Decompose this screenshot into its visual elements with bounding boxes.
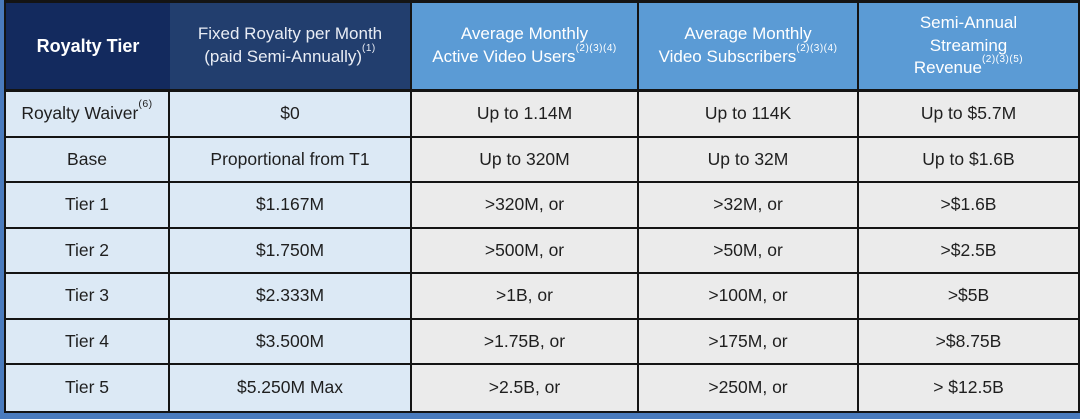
- fixed-royalty-cell-text: $5.250M Max: [236, 377, 344, 398]
- header-video-subscribers-line2: Video Subscribers: [658, 47, 797, 66]
- tier-cell-text: Base: [67, 148, 107, 169]
- subscribers-cell: >250M, or: [639, 365, 859, 411]
- tier-cell-text: Tier 4: [64, 330, 110, 351]
- fixed-royalty-cell: $0: [170, 92, 412, 138]
- revenue-cell: Up to $1.6B: [859, 137, 1078, 184]
- header-fixed-royalty: Fixed Royalty per Month (paid Semi-Annua…: [170, 3, 412, 92]
- header-streaming-revenue-line1: Semi-Annual: [919, 12, 1018, 32]
- revenue-cell: Up to $5.7M: [859, 92, 1078, 138]
- active-users-cell-text: >500M, or: [484, 239, 565, 260]
- tier-cell: Tier 1: [6, 183, 170, 229]
- fixed-royalty-cell: Proportional from T1: [170, 137, 412, 184]
- footnote-ref: (2)(3)(5): [981, 54, 1024, 66]
- revenue-cell: >$8.75B: [859, 319, 1078, 366]
- fixed-royalty-cell-text: $3.500M: [255, 330, 325, 351]
- fixed-royalty-cell-text: $0: [280, 102, 300, 123]
- revenue-cell-text: >$5B: [947, 285, 990, 306]
- subscribers-cell-text: Up to 114K: [704, 102, 792, 123]
- header-streaming-revenue-line3: Revenue: [913, 58, 982, 78]
- revenue-cell-text: >$1.6B: [940, 194, 997, 215]
- active-users-cell: >2.5B, or: [412, 365, 639, 411]
- header-video-subscribers-line1: Average Monthly: [684, 24, 812, 44]
- tier-cell-text: Tier 1: [64, 194, 110, 215]
- active-users-cell: Up to 320M: [412, 137, 639, 184]
- revenue-cell-text: >$2.5B: [940, 239, 997, 260]
- header-active-video-users: Average Monthly Active Video Users(2)(3)…: [412, 3, 639, 92]
- tier-cell: Tier 4: [6, 319, 170, 366]
- header-streaming-revenue: Semi-Annual Streaming Revenue(2)(3)(5): [859, 3, 1078, 92]
- header-fixed-royalty-line1: Fixed Royalty per Month: [197, 24, 383, 44]
- header-royalty-tier: Royalty Tier: [6, 3, 170, 92]
- active-users-cell: >1B, or: [412, 274, 639, 320]
- active-users-cell-text: >2.5B, or: [488, 377, 561, 398]
- fixed-royalty-cell-text: Proportional from T1: [210, 148, 370, 169]
- subscribers-cell: Up to 32M: [639, 137, 859, 184]
- subscribers-cell: Up to 114K: [639, 92, 859, 138]
- tier-cell-text: Tier 5: [64, 377, 110, 398]
- fixed-royalty-cell: $5.250M Max: [170, 365, 412, 411]
- tier-cell-text: Tier 3: [64, 285, 110, 306]
- active-users-cell-text: >1.75B, or: [483, 330, 566, 351]
- active-users-cell: >500M, or: [412, 228, 639, 275]
- revenue-cell: > $12.5B: [859, 365, 1078, 411]
- header-video-subscribers: Average Monthly Video Subscribers(2)(3)(…: [639, 3, 859, 92]
- fixed-royalty-cell: $1.750M: [170, 228, 412, 275]
- active-users-cell-text: Up to 1.14M: [476, 102, 573, 123]
- royalty-tier-table: Royalty Tier Fixed Royalty per Month (pa…: [4, 0, 1080, 413]
- active-users-cell-text: >320M, or: [484, 194, 565, 215]
- tier-cell: Royalty Waiver(6): [6, 92, 170, 138]
- active-users-cell: >1.75B, or: [412, 319, 639, 366]
- tier-cell: Tier 2: [6, 228, 170, 275]
- subscribers-cell: >175M, or: [639, 319, 859, 366]
- subscribers-cell-text: >32M, or: [713, 194, 783, 215]
- tier-cell: Base: [6, 137, 170, 184]
- revenue-cell-text: Up to $5.7M: [920, 102, 1017, 123]
- revenue-cell: >$1.6B: [859, 183, 1078, 229]
- active-users-cell-text: Up to 320M: [479, 148, 570, 169]
- revenue-cell-text: Up to $1.6B: [922, 148, 1015, 169]
- subscribers-cell-text: >50M, or: [713, 239, 783, 260]
- subscribers-cell: >50M, or: [639, 228, 859, 275]
- fixed-royalty-cell: $1.167M: [170, 183, 412, 229]
- header-royalty-tier-label: Royalty Tier: [36, 35, 140, 56]
- tier-cell: Tier 5: [6, 365, 170, 411]
- active-users-cell: Up to 1.14M: [412, 92, 639, 138]
- header-active-video-users-line1: Average Monthly: [460, 24, 589, 44]
- subscribers-cell: >32M, or: [639, 183, 859, 229]
- fixed-royalty-cell-text: $2.333M: [255, 285, 325, 306]
- fixed-royalty-cell-text: $1.167M: [255, 194, 325, 215]
- revenue-cell: >$5B: [859, 274, 1078, 320]
- tier-cell: Tier 3: [6, 274, 170, 320]
- fixed-royalty-cell-text: $1.750M: [255, 239, 325, 260]
- tier-cell-text: Tier 2: [64, 239, 110, 260]
- revenue-cell: >$2.5B: [859, 228, 1078, 275]
- subscribers-cell-text: >100M, or: [708, 285, 788, 306]
- header-streaming-revenue-line2: Streaming: [929, 35, 1008, 55]
- subscribers-cell-text: Up to 32M: [707, 148, 789, 169]
- revenue-cell-text: > $12.5B: [933, 377, 1004, 398]
- tier-cell-text: Royalty Waiver: [21, 102, 139, 123]
- footnote-ref: (2)(3)(4): [575, 42, 617, 54]
- footnote-ref: (1): [362, 42, 376, 54]
- active-users-cell: >320M, or: [412, 183, 639, 229]
- header-active-video-users-line2: Active Video Users: [432, 47, 576, 66]
- fixed-royalty-cell: $3.500M: [170, 319, 412, 366]
- subscribers-cell-text: >250M, or: [708, 377, 788, 398]
- subscribers-cell-text: >175M, or: [708, 330, 788, 351]
- active-users-cell-text: >1B, or: [496, 285, 553, 306]
- fixed-royalty-cell: $2.333M: [170, 274, 412, 320]
- footnote-ref: (6): [138, 98, 153, 111]
- header-fixed-royalty-line2: (paid Semi-Annually): [204, 47, 363, 66]
- footnote-ref: (2)(3)(4): [796, 42, 838, 54]
- subscribers-cell: >100M, or: [639, 274, 859, 320]
- revenue-cell-text: >$8.75B: [935, 330, 1002, 351]
